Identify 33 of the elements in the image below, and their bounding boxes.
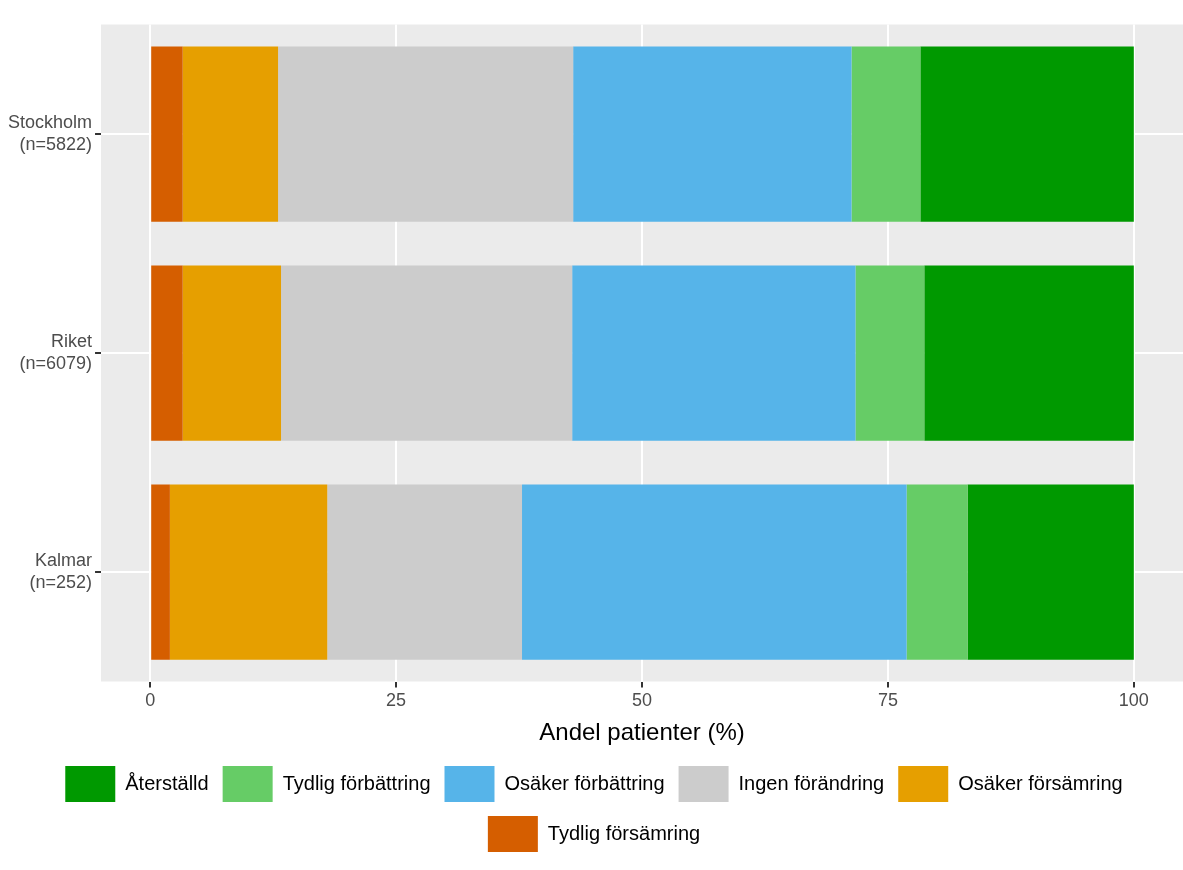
x-tick-label: 50: [632, 690, 653, 711]
x-tick-label: 75: [877, 690, 898, 711]
y-tick-label: Riket (n=6079): [19, 331, 93, 373]
legend-label: Tydlig förbättring: [282, 771, 431, 794]
bar: [182, 46, 279, 222]
x-tick-label: 100: [1118, 690, 1149, 711]
bar: [572, 265, 856, 441]
bar: [327, 484, 523, 660]
x-tick-label: 0: [145, 690, 156, 711]
legend-label: Tydlig försämring: [547, 821, 701, 844]
bar: [151, 265, 183, 441]
bar: [278, 46, 574, 222]
bar: [151, 46, 183, 222]
legend-label: Osäker förbättring: [504, 771, 665, 794]
bar: [924, 265, 1134, 441]
y-tick-label: Kalmar (n=252): [29, 550, 93, 592]
bar: [906, 484, 968, 660]
legend-label: Osäker försämring: [958, 771, 1123, 794]
x-axis-title: Andel patienter (%): [539, 718, 745, 746]
y-tick-label: Stockholm (n=5822): [7, 112, 93, 154]
bar: [920, 46, 1134, 222]
bar: [855, 265, 925, 441]
legend-label: Ingen förändring: [738, 771, 885, 794]
bar: [151, 484, 170, 660]
bar: [851, 46, 921, 222]
bar: [522, 484, 907, 660]
x-tick-label: 25: [386, 690, 407, 711]
legend-label: Återställd: [125, 771, 209, 794]
bar: [182, 265, 282, 441]
bar: [967, 484, 1134, 660]
bar: [281, 265, 573, 441]
bar: [573, 46, 852, 222]
bar: [169, 484, 328, 660]
